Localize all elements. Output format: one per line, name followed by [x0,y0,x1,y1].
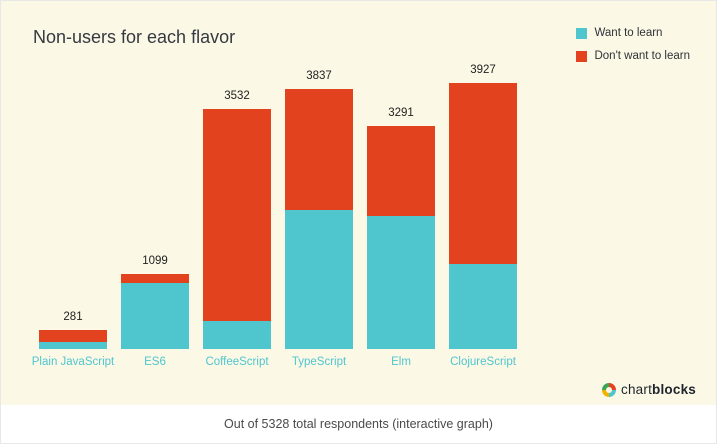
bar-category-label: ES6 [144,356,166,368]
bar-total-label: 281 [63,310,83,323]
bar-category-label: Elm [391,356,411,368]
teal-square-swatch-icon [576,27,588,39]
bar-total-label: 1099 [142,255,168,268]
bar-segment-want-to-learn[interactable] [449,264,517,349]
chart-area: Non-users for each flavor Want to learn … [1,1,716,407]
chartblocks-wordmark-regular: chart [621,382,653,397]
chartblocks-wordmark: chartblocks [621,382,696,397]
bar-category-label: Plain JavaScript [31,356,115,368]
bar-stack [39,329,107,349]
bar-total-label: 3532 [224,90,250,103]
bar-segment-dont-want-to-learn[interactable] [285,88,353,210]
bar-group: 3837 TypeScript [285,69,353,368]
red-square-swatch-icon [576,50,588,62]
bar-segment-want-to-learn[interactable] [367,216,435,349]
bar-stack [121,274,189,349]
chartblocks-ring-icon [602,382,617,397]
bar-total-label: 3927 [470,63,496,76]
bar-segment-dont-want-to-learn[interactable] [367,125,435,216]
bar-total-label: 3837 [306,69,332,82]
bars: 281 Plain JavaScript 1099 ES6 3532 CoffeeScri… [32,63,517,368]
bar-segment-want-to-learn[interactable] [203,320,271,349]
bar-stack [285,88,353,349]
bar-segment-dont-want-to-learn[interactable] [203,109,271,321]
bar-group: 3532 CoffeeScript [203,90,271,368]
bar-segment-want-to-learn[interactable] [285,209,353,349]
bar-stack [367,125,435,349]
footer-caption: Out of 5328 total respondents (interacti… [224,417,493,431]
chart-title: Non-users for each flavor [33,27,236,47]
chartblocks-logo[interactable]: chartblocks [602,382,696,397]
bar-stack [449,82,517,349]
bar-segment-want-to-learn[interactable] [39,342,107,349]
bar-stack [203,109,271,349]
bar-segment-dont-want-to-learn[interactable] [449,82,517,265]
bar-group: 3291 Elm [367,106,435,368]
bar-segment-want-to-learn[interactable] [121,282,189,349]
legend-item-dont-want-to-learn[interactable]: Don't want to learn [576,50,690,62]
bar-category-label: TypeScript [291,356,347,368]
legend: Want to learn Don't want to learn [576,27,690,62]
chartblocks-wordmark-bold: blocks [652,382,696,397]
legend-label-dont-want-to-learn: Don't want to learn [594,50,690,62]
bar-segment-dont-want-to-learn[interactable] [39,329,107,343]
bar-segment-dont-want-to-learn[interactable] [121,274,189,283]
bar-total-label: 3291 [388,106,414,119]
footer: Out of 5328 total respondents (interacti… [1,405,716,443]
bar-group: 281 Plain JavaScript [32,310,114,368]
bar-group: 3927 ClojureScript [449,63,517,368]
bar-group: 1099 ES6 [121,255,189,368]
legend-item-want-to-learn[interactable]: Want to learn [576,27,690,39]
bar-category-label: ClojureScript [450,356,516,368]
bar-category-label: CoffeeScript [205,356,269,368]
legend-label-want-to-learn: Want to learn [594,27,663,39]
